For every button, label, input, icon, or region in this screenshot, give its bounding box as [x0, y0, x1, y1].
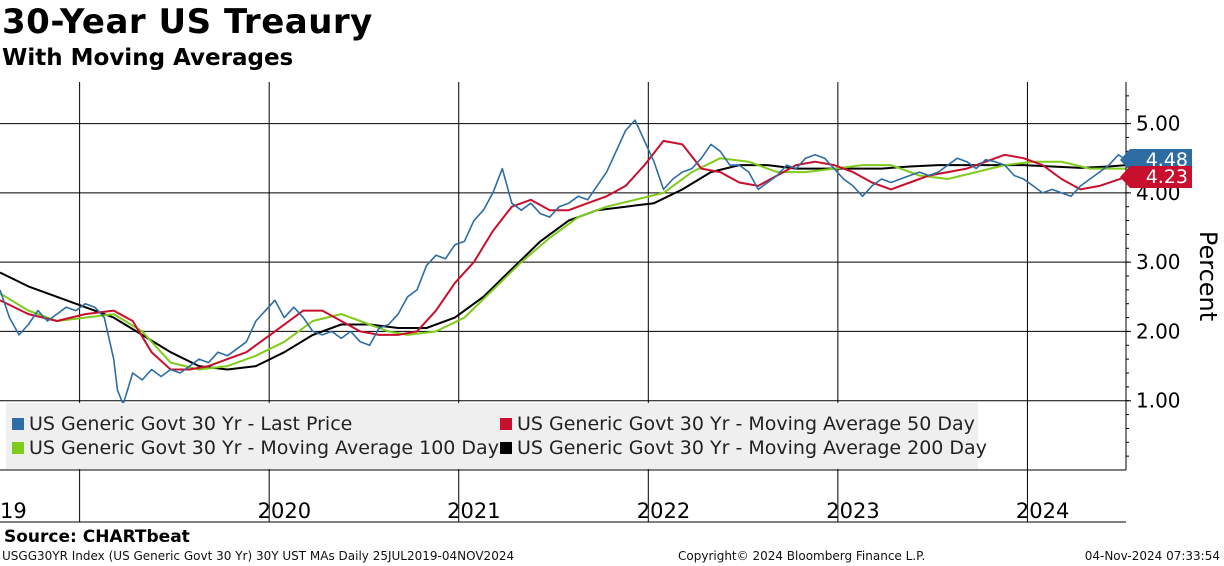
legend-swatch-last-price: [12, 418, 24, 430]
last-price-badge: 4.48: [1120, 148, 1192, 171]
chart-title: 30-Year US Treaury: [2, 2, 373, 42]
badge-pointer: [1120, 165, 1130, 188]
legend-item-ma200: US Generic Govt 30 Yr - Moving Average 2…: [500, 437, 987, 459]
footer-copyright: Copyright© 2024 Bloomberg Finance L.P.: [678, 549, 926, 563]
chart-legend: US Generic Govt 30 Yr - Last Price US Ge…: [6, 403, 987, 469]
y-tick-label: 3.00: [1136, 250, 1181, 274]
source-note: Source: CHARTbeat: [4, 527, 190, 547]
legend-item-ma50: US Generic Govt 30 Yr - Moving Average 5…: [500, 413, 975, 435]
x-tick-label: 2020: [258, 499, 311, 523]
y-axis-title: Percent: [1194, 231, 1222, 321]
legend-swatch-ma100: [12, 442, 24, 454]
x-tick-label: 2023: [826, 499, 879, 523]
x-tick-label: 2022: [637, 499, 690, 523]
legend-label-last-price: US Generic Govt 30 Yr - Last Price: [29, 413, 353, 435]
series-ma100: [0, 157, 1126, 371]
legend-item-last-price: US Generic Govt 30 Yr - Last Price: [12, 413, 352, 435]
legend-label-ma100: US Generic Govt 30 Yr - Moving Average 1…: [29, 437, 499, 459]
y-tick-label: 1.00: [1136, 389, 1181, 413]
x-tick-label: 2019: [0, 499, 27, 523]
axis-layer: 1.002.003.004.005.0020192020202120222023…: [0, 82, 1222, 523]
badge-pointer: [1120, 148, 1130, 171]
legend-label-ma200: US Generic Govt 30 Yr - Moving Average 2…: [517, 437, 987, 459]
x-tick-label: 2024: [1016, 499, 1069, 523]
legend-swatch-ma50: [500, 418, 512, 430]
legend-label-ma50: US Generic Govt 30 Yr - Moving Average 5…: [517, 413, 975, 435]
footer-timestamp: 04-Nov-2024 07:33:54: [1084, 549, 1220, 563]
legend-item-ma100: US Generic Govt 30 Yr - Moving Average 1…: [12, 437, 499, 459]
series-ma200: [0, 164, 1127, 371]
y-tick-label: 2.00: [1136, 319, 1181, 343]
y-tick-label: 5.00: [1136, 112, 1181, 136]
legend-swatch-ma200: [500, 442, 512, 454]
series-layer: [0, 119, 1127, 406]
footer-index-info: USGG30YR Index (US Generic Govt 30 Yr) 3…: [2, 549, 515, 563]
series-ma50: [0, 139, 1127, 371]
series-last-price: [0, 119, 1127, 406]
ma50-badge: 4.23: [1120, 165, 1192, 188]
chart-subtitle: With Moving Averages: [2, 45, 294, 71]
x-tick-label: 2021: [447, 499, 500, 523]
